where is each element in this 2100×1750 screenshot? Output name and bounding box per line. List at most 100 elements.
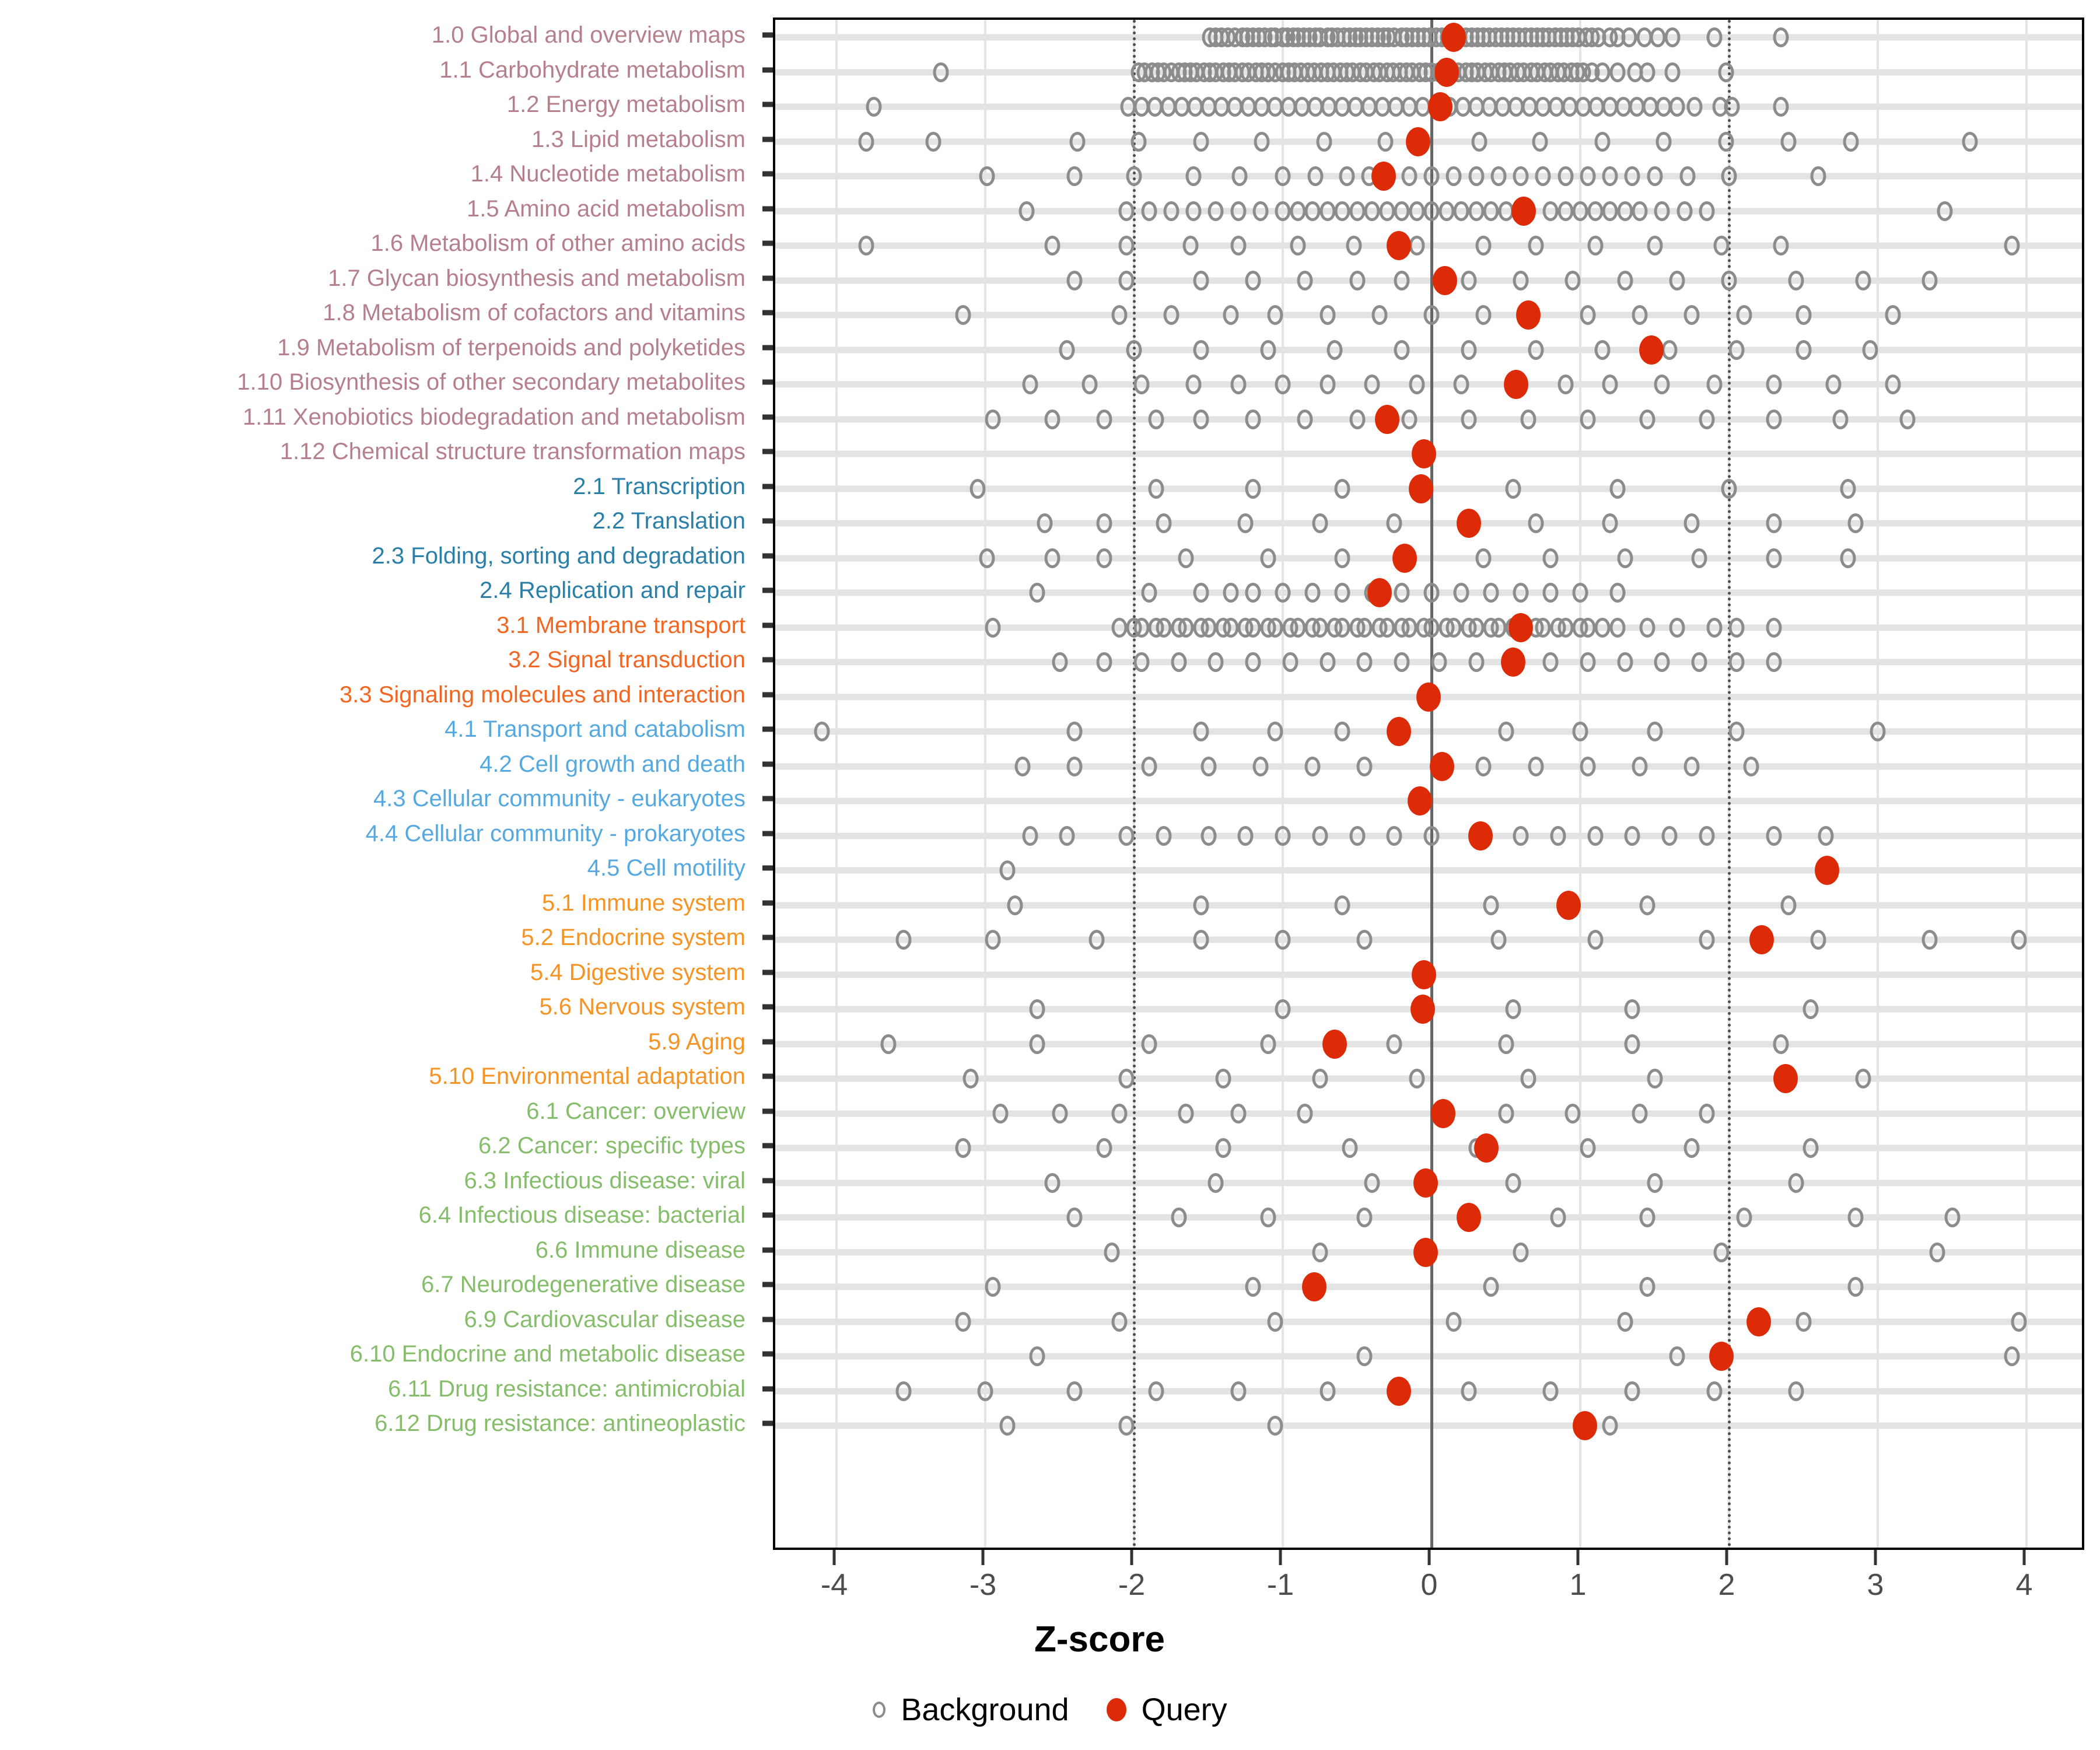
query-point[interactable]	[1407, 786, 1432, 816]
background-point	[1654, 201, 1670, 221]
query-point[interactable]	[1428, 92, 1453, 121]
background-point	[955, 1311, 971, 1332]
query-point[interactable]	[1409, 474, 1434, 503]
query-point[interactable]	[1468, 821, 1493, 850]
query-point[interactable]	[1301, 1272, 1326, 1301]
query-point[interactable]	[1412, 960, 1437, 989]
legend-item-query[interactable]: Query	[1106, 1692, 1227, 1728]
background-point	[1260, 548, 1276, 568]
background-point	[1647, 166, 1662, 186]
background-point	[1656, 131, 1672, 152]
query-point[interactable]	[1501, 648, 1526, 677]
query-point[interactable]	[1416, 682, 1441, 712]
y-axis-tick	[762, 796, 773, 802]
background-point	[1639, 62, 1656, 82]
background-point	[1342, 1138, 1358, 1158]
background-point	[1937, 201, 1953, 221]
background-point	[1773, 27, 1789, 47]
row-baseline	[775, 867, 2082, 874]
background-point	[1550, 825, 1566, 846]
background-point	[1513, 166, 1529, 186]
background-point	[1728, 617, 1745, 638]
query-point[interactable]	[1374, 404, 1399, 434]
row-baseline	[775, 520, 2082, 527]
query-point[interactable]	[1516, 300, 1541, 330]
query-point[interactable]	[1639, 335, 1664, 365]
legend-item-background[interactable]: Background	[873, 1692, 1069, 1728]
y-axis-label: 1.0 Global and overview maps	[431, 22, 746, 48]
background-point	[2004, 236, 2020, 256]
y-axis-tick	[762, 970, 773, 975]
query-point[interactable]	[1429, 751, 1454, 781]
query-point[interactable]	[1386, 1376, 1411, 1406]
query-point[interactable]	[1746, 1307, 1771, 1336]
y-axis-tick	[762, 935, 773, 940]
background-point	[1267, 1311, 1283, 1332]
x-axis-tick	[1874, 1550, 1877, 1565]
background-point	[1014, 756, 1031, 776]
row-baseline	[775, 936, 2082, 943]
query-point[interactable]	[1413, 1168, 1438, 1198]
background-point	[1141, 201, 1157, 221]
query-point[interactable]	[1511, 196, 1536, 226]
query-point[interactable]	[1406, 127, 1431, 156]
y-axis-tick	[762, 1386, 773, 1391]
query-point[interactable]	[1815, 856, 1840, 885]
query-point[interactable]	[1456, 509, 1481, 538]
y-axis-label: 6.1 Cancer: overview	[526, 1098, 746, 1124]
query-point[interactable]	[1386, 231, 1411, 260]
background-point	[1118, 201, 1135, 221]
query-point[interactable]	[1431, 1098, 1456, 1128]
background-point	[1847, 513, 1864, 533]
query-point[interactable]	[1392, 543, 1418, 573]
query-point[interactable]	[1474, 1133, 1499, 1163]
background-point	[1118, 1069, 1135, 1088]
background-point	[1706, 374, 1722, 394]
query-point[interactable]	[1709, 1342, 1734, 1371]
query-point[interactable]	[1434, 57, 1459, 87]
y-axis-label: 2.3 Folding, sorting and degradation	[372, 542, 746, 569]
background-point	[1602, 166, 1618, 186]
query-point[interactable]	[1386, 717, 1411, 746]
query-point[interactable]	[1572, 1411, 1597, 1440]
query-point[interactable]	[1456, 1203, 1481, 1232]
background-point	[1275, 825, 1291, 846]
y-axis-label: 4.4 Cellular community - prokaryotes	[365, 820, 746, 846]
background-point	[1471, 131, 1488, 152]
background-point	[1453, 583, 1469, 603]
query-point[interactable]	[1556, 890, 1581, 920]
background-point	[1423, 617, 1440, 638]
background-point	[1334, 895, 1350, 915]
background-point	[1275, 583, 1291, 603]
query-point[interactable]	[1432, 265, 1457, 295]
y-axis-tick	[762, 657, 773, 663]
query-point[interactable]	[1371, 162, 1396, 191]
background-point	[1245, 617, 1261, 638]
query-point[interactable]	[1508, 612, 1533, 642]
y-axis-tick	[762, 1004, 773, 1010]
background-point	[1564, 270, 1581, 290]
background-point	[979, 548, 995, 568]
query-point[interactable]	[1749, 925, 1774, 954]
query-point[interactable]	[1441, 23, 1466, 52]
background-point	[1156, 513, 1172, 533]
background-point	[2011, 1311, 2027, 1332]
query-point[interactable]	[1773, 1064, 1798, 1093]
background-point	[1632, 756, 1648, 776]
background-point	[1558, 166, 1573, 186]
background-point	[2011, 930, 2027, 950]
background-point	[1377, 131, 1394, 152]
background-point	[1066, 722, 1083, 741]
background-point	[895, 930, 912, 950]
query-point[interactable]	[1413, 1237, 1438, 1267]
background-point	[1297, 1103, 1313, 1124]
query-point[interactable]	[1322, 1029, 1348, 1059]
query-point[interactable]	[1367, 578, 1392, 607]
background-point	[1706, 27, 1722, 47]
query-point[interactable]	[1410, 995, 1435, 1024]
query-point[interactable]	[1504, 370, 1529, 399]
background-point	[1520, 1069, 1536, 1088]
row-baseline	[775, 1422, 2082, 1429]
background-point	[1307, 166, 1324, 186]
query-point[interactable]	[1412, 439, 1437, 468]
